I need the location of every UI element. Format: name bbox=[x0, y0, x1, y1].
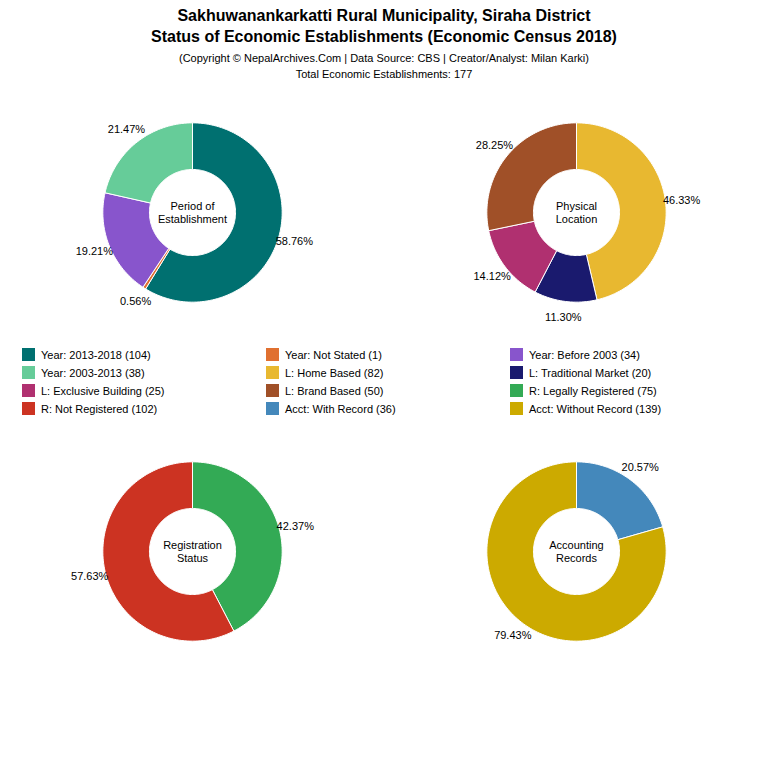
svg-text:21.47%: 21.47% bbox=[108, 124, 146, 136]
svg-text:79.43%: 79.43% bbox=[494, 630, 532, 642]
html-text:R: Not Registered (102): R: Not Registered (102) bbox=[41, 403, 158, 415]
html-text:Year: 2013-2018 (104): Year: 2013-2018 (104) bbox=[41, 349, 151, 361]
svg-text:19.21%: 19.21% bbox=[76, 246, 114, 258]
svg-text:58.76%: 58.76% bbox=[276, 235, 314, 247]
svg-text:14.12%: 14.12% bbox=[473, 270, 511, 282]
html-text:Sakhuwanankarkatti Rural Munic: Sakhuwanankarkatti Rural Municipality, S… bbox=[151, 7, 617, 45]
html-text:(Copyright © NepalArchives.Com: (Copyright © NepalArchives.Com | Data So… bbox=[179, 51, 589, 80]
html-text:Acct: With Record (36): Acct: With Record (36) bbox=[285, 403, 396, 415]
html-text:Year: 2003-2013 (38): Year: 2003-2013 (38) bbox=[41, 367, 145, 379]
html-text:R: Legally Registered (75): R: Legally Registered (75) bbox=[529, 385, 657, 397]
svg-text:20.57%: 20.57% bbox=[622, 461, 660, 473]
svg-text:42.37%: 42.37% bbox=[277, 520, 315, 532]
html-text:Year: Not Stated (1): Year: Not Stated (1) bbox=[285, 349, 382, 361]
html-text:Acct: Without Record (139): Acct: Without Record (139) bbox=[529, 403, 662, 415]
html-text:Year: Before 2003 (34): Year: Before 2003 (34) bbox=[529, 349, 640, 361]
svg-text:46.33%: 46.33% bbox=[663, 194, 701, 206]
svg-text:PhysicalLocation: PhysicalLocation bbox=[556, 201, 598, 226]
html-text:L: Brand Based (50): L: Brand Based (50) bbox=[285, 385, 384, 397]
svg-text:57.63%: 57.63% bbox=[71, 571, 109, 583]
svg-text:AccountingRecords: AccountingRecords bbox=[549, 540, 603, 565]
svg-text:11.30%: 11.30% bbox=[545, 311, 582, 323]
html-text:L: Traditional Market (20): L: Traditional Market (20) bbox=[529, 367, 652, 379]
svg-text:Period ofEstablishment: Period ofEstablishment bbox=[158, 201, 227, 226]
svg-text:0.56%: 0.56% bbox=[120, 296, 151, 308]
html-text:L: Home Based (82): L: Home Based (82) bbox=[285, 367, 384, 379]
svg-text:RegistrationStatus: RegistrationStatus bbox=[163, 540, 222, 565]
svg-text:28.25%: 28.25% bbox=[476, 140, 514, 152]
html-text:L: Exclusive Building (25): L: Exclusive Building (25) bbox=[41, 385, 165, 397]
